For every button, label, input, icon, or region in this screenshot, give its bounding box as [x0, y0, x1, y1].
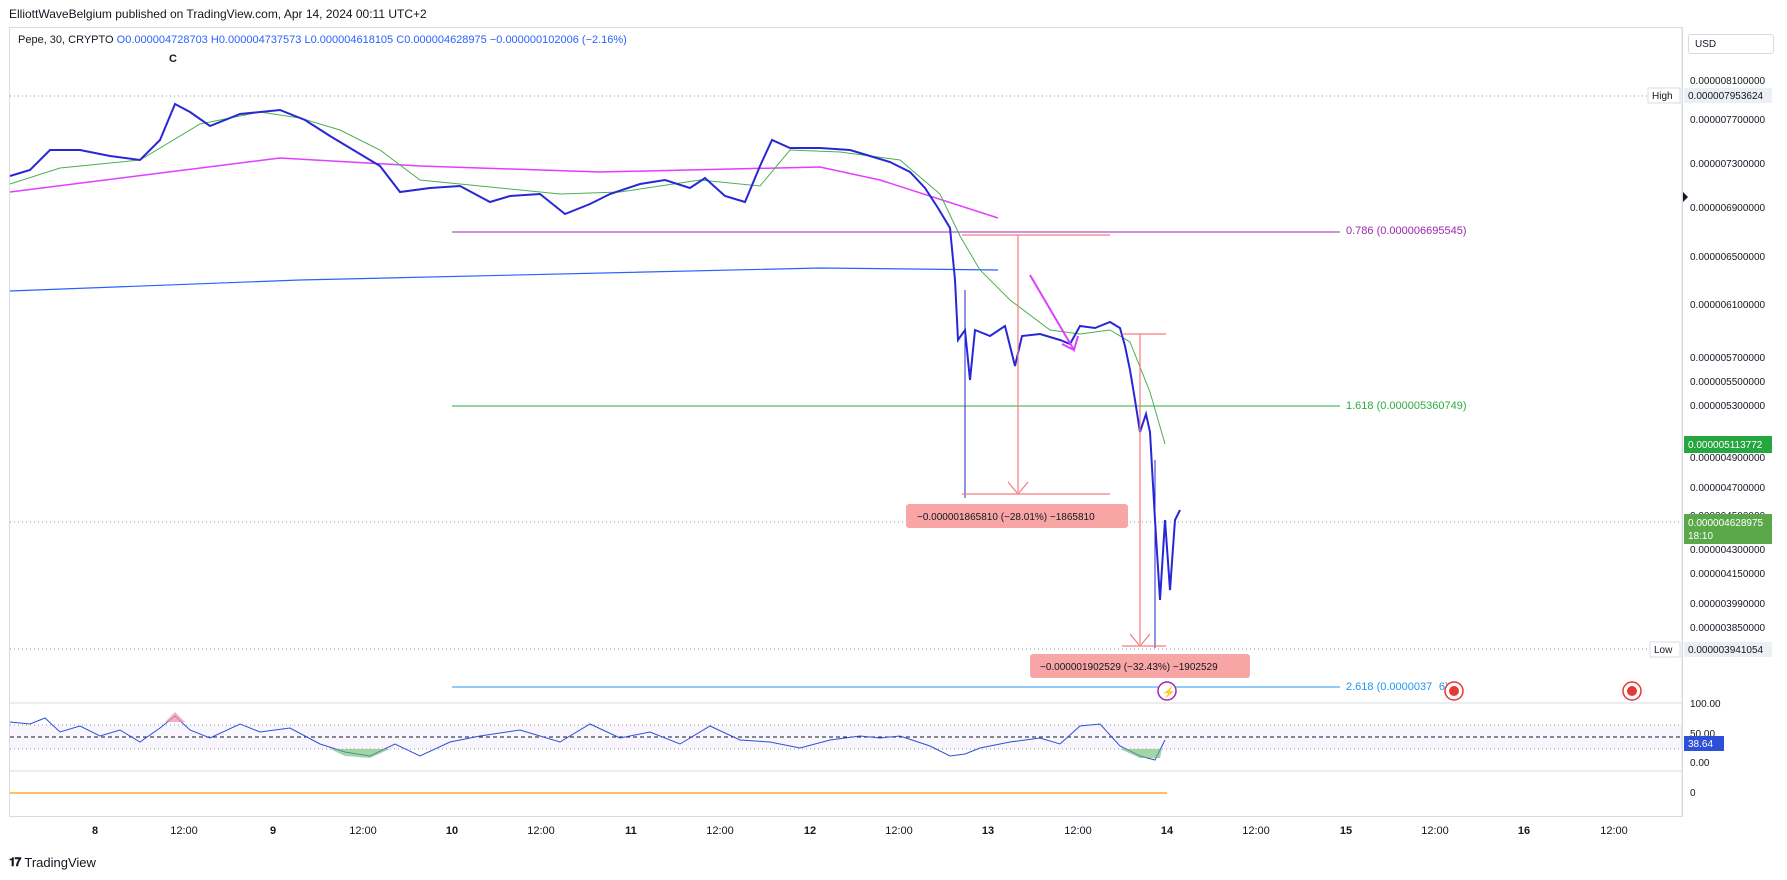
price-tick-label: 0.000006500000 [1690, 252, 1766, 263]
fib-1618-label: 1.618 (0.000005360749) [1346, 400, 1467, 412]
ma-blue-line [9, 267, 999, 292]
price-tick-label: 0.000006900000 [1690, 203, 1766, 214]
ohlc-legend: Pepe, 30, CRYPTO O0.000004728703 H0.0000… [18, 34, 627, 46]
us-event-icon-1-inner [1449, 686, 1459, 696]
last-green-box [1684, 436, 1772, 453]
measure1-box [906, 504, 1128, 528]
time-tick-label: 15 [1340, 825, 1352, 837]
measure2-label: −0.000001902529 (−32.43%) −1902529 [1040, 662, 1218, 673]
fib-2618-label: 2.618 (0.0000037 6) [1346, 681, 1449, 693]
price-tick-label: 0.000003990000 [1690, 599, 1766, 610]
tradingview-wordmark: TradingView [24, 855, 96, 870]
price-tick-label: 0.000007300000 [1690, 159, 1766, 170]
price-tick-label: 0.000005700000 [1690, 353, 1766, 364]
time-tick-label: 11 [625, 825, 637, 837]
time-tick-label: 12:00 [1064, 825, 1092, 837]
high-label: High [1652, 91, 1673, 102]
price-tick-label: 0.000003850000 [1690, 623, 1766, 634]
price-line [9, 102, 1181, 601]
symbol-label: Pepe, 30, CRYPTO [18, 34, 114, 46]
time-tick-label: 12:00 [349, 825, 377, 837]
low-value: L0.000004618105 [304, 34, 394, 46]
last-green-value: 0.000005113772 [1688, 440, 1763, 451]
high-label-box [1647, 87, 1681, 104]
measure1-arrowhead [1007, 481, 1029, 495]
price-tick-label: 0.000004300000 [1690, 545, 1766, 556]
low-value: 0.000003941054 [1688, 645, 1764, 656]
measure2-box [1030, 654, 1250, 678]
tradingview-brand: 𝟏𝟕 TradingView [9, 855, 96, 870]
time-tick-label: 8 [92, 825, 98, 837]
volume-tick-label: 0 [1690, 788, 1696, 799]
wave-arrow [1029, 274, 1079, 353]
price-tick-label: 0.000005500000 [1690, 377, 1766, 388]
time-tick-label: 10 [446, 825, 458, 837]
time-tick-label: 12 [804, 825, 816, 837]
time-tick-label: 12:00 [1600, 825, 1628, 837]
wave-label: C [169, 53, 177, 65]
ma-green-line [9, 111, 1166, 445]
time-tick-label: 12:00 [885, 825, 913, 837]
currency-selector[interactable]: USD [1688, 34, 1774, 54]
low-label-box [1649, 641, 1681, 658]
flash-event-icon [1157, 681, 1177, 701]
price-wicks [964, 290, 1156, 648]
price-tick-label: 0.000006100000 [1690, 300, 1766, 311]
low-value-box [1684, 642, 1772, 657]
open-value: O0.000004728703 [116, 34, 208, 46]
price-tick-label: 0.000004150000 [1690, 569, 1766, 580]
rsi-tick-label: 50.00 [1690, 729, 1715, 740]
publisher-line: ElliottWaveBelgium published on TradingV… [9, 7, 427, 21]
rsi-oversold-fill-2 [1120, 749, 1162, 758]
us-event-icon-2-inner [1627, 686, 1637, 696]
rsi-line [9, 715, 1166, 761]
time-tick-label: 12:00 [170, 825, 198, 837]
rsi-overbought-fill [165, 712, 185, 722]
time-tick-label: 12:00 [706, 825, 734, 837]
measure1-label: −0.000001865810 (−28.01%) −1865810 [917, 512, 1095, 523]
fib-0786-label: 0.786 (0.000006695545) [1346, 225, 1467, 237]
time-tick-label: 12:00 [527, 825, 555, 837]
price-tick-label: 0.000005300000 [1690, 401, 1766, 412]
price-tick-label: 0.000004900000 [1690, 453, 1766, 464]
price-tick-label: 0.000008100000 [1690, 76, 1766, 87]
high-value: H0.000004737573 [210, 34, 302, 46]
flash-event-glyph: ⚡ [1162, 686, 1176, 699]
price-tick-label: 0.000007700000 [1690, 115, 1766, 126]
low-label: Low [1654, 645, 1673, 656]
tradingview-logo-icon: 𝟏𝟕 [9, 855, 21, 869]
rsi-value: 38.64 [1688, 739, 1713, 750]
time-tick-label: 14 [1161, 825, 1174, 837]
close-value: C0.000004628975 [396, 34, 487, 46]
price-tick-label: 0.000004700000 [1690, 483, 1766, 494]
rsi-tick-label: 0.00 [1690, 758, 1710, 769]
rsi-tick-label: 100.00 [1690, 699, 1721, 710]
axis-marker-icon [1683, 192, 1688, 202]
change-value: −0.000000102006 (−2.16%) [489, 34, 627, 46]
time-tick-label: 12:00 [1242, 825, 1270, 837]
rsi-oversold-fill-1 [330, 749, 390, 758]
time-tick-label: 16 [1518, 825, 1530, 837]
time-axis: 8 12:00 9 12:00 10 12:00 11 12:00 12 12:00 13 12:00… [92, 825, 1628, 837]
ma-magenta-line [9, 157, 999, 219]
high-value-box [1684, 88, 1772, 103]
time-tick-label: 9 [270, 825, 276, 837]
time-tick-label: 13 [982, 825, 994, 837]
high-value: 0.000007953624 [1688, 91, 1764, 102]
rsi-value-box [1684, 736, 1724, 751]
measure2-arrowhead [1129, 633, 1151, 647]
countdown-value: 18:10 [1688, 531, 1713, 542]
last-price-value: 0.000004628975 [1688, 518, 1764, 529]
last-price-box [1684, 514, 1772, 544]
time-tick-label: 12:00 [1421, 825, 1449, 837]
